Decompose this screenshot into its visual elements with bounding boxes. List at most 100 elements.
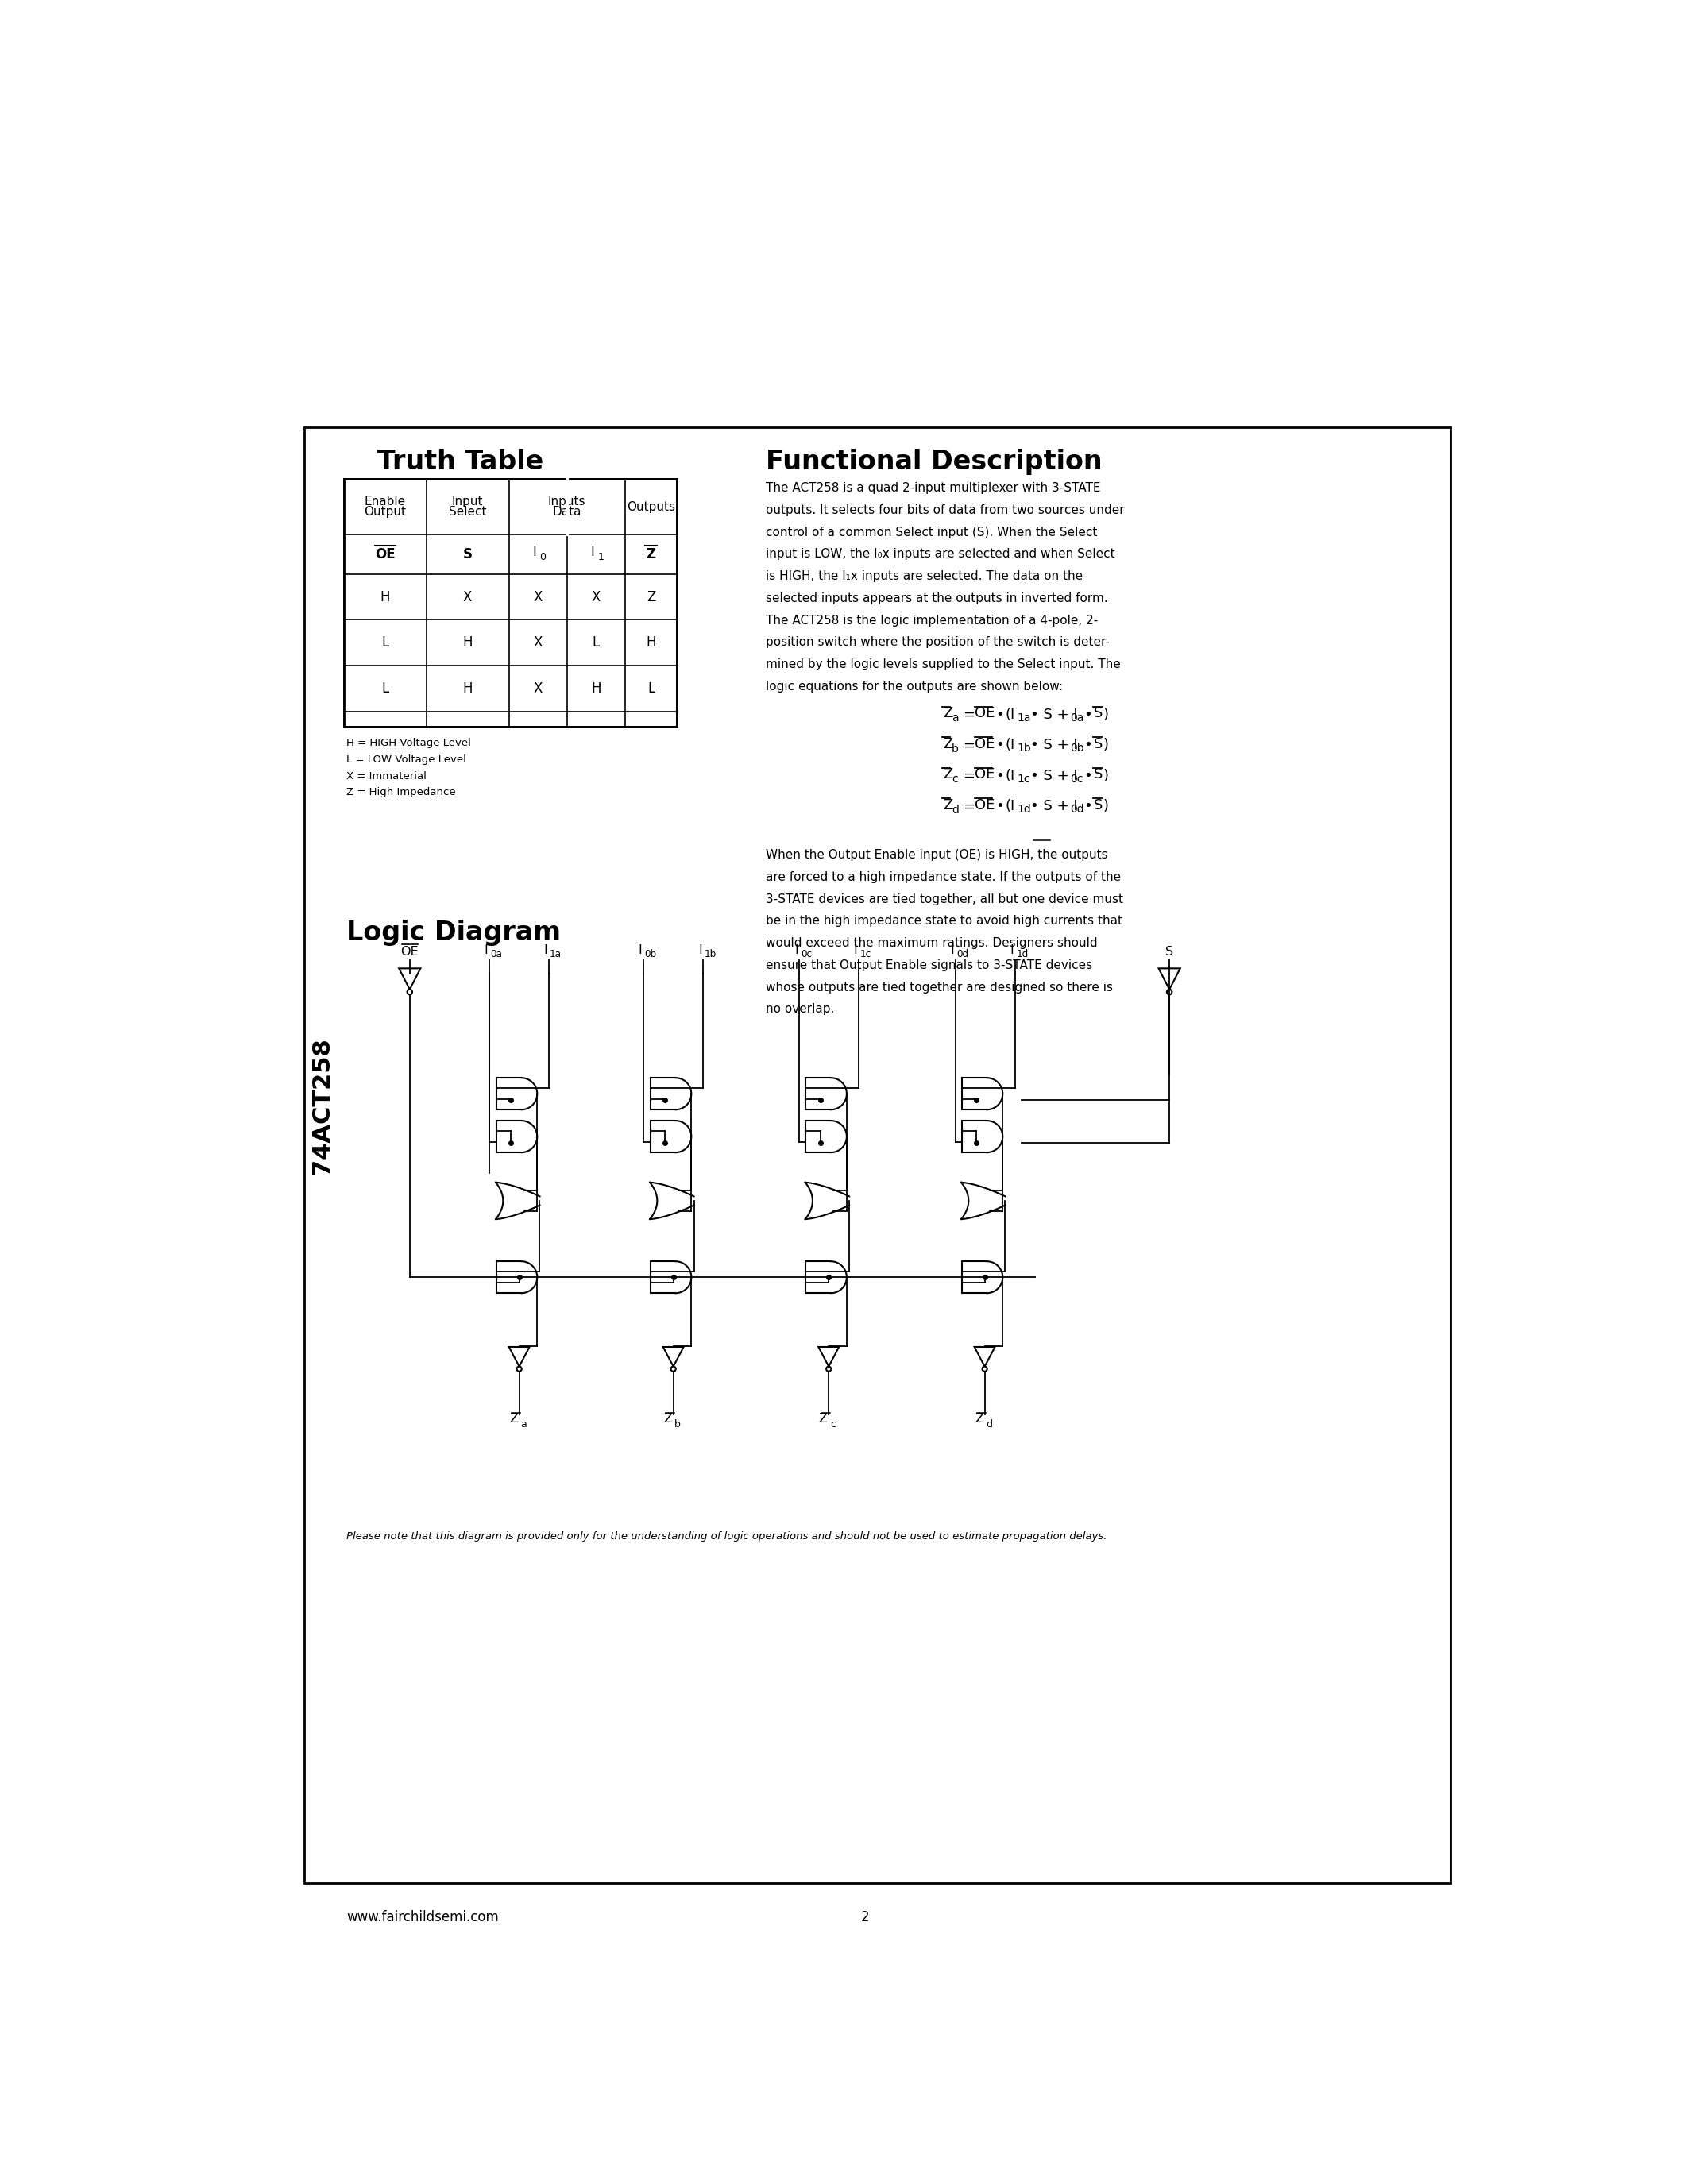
Text: logic equations for the outputs are shown below:: logic equations for the outputs are show… <box>766 681 1063 692</box>
Text: • S + I: • S + I <box>1031 799 1079 812</box>
Text: L: L <box>648 681 655 697</box>
Text: I: I <box>854 943 858 957</box>
Text: 0c: 0c <box>1070 773 1084 784</box>
Text: Logic Diagram: Logic Diagram <box>346 919 560 946</box>
Text: c: c <box>952 773 957 784</box>
Text: Z: Z <box>647 546 657 561</box>
Text: L: L <box>381 681 388 697</box>
Text: Enable: Enable <box>365 496 405 507</box>
Text: H: H <box>380 590 390 605</box>
Text: Z: Z <box>974 1413 984 1424</box>
Text: S: S <box>1094 736 1102 751</box>
Text: I: I <box>1009 943 1014 957</box>
Text: is HIGH, the I₁x inputs are selected. The data on the: is HIGH, the I₁x inputs are selected. Th… <box>766 570 1082 583</box>
Text: (I: (I <box>1004 769 1014 782</box>
Text: Z: Z <box>944 736 952 751</box>
Text: =: = <box>962 738 974 751</box>
Text: outputs. It selects four bits of data from two sources under: outputs. It selects four bits of data fr… <box>766 505 1124 515</box>
Text: 1d: 1d <box>1016 950 1028 959</box>
Text: input is LOW, the I₀x inputs are selected and when Select: input is LOW, the I₀x inputs are selecte… <box>766 548 1114 559</box>
Text: a: a <box>952 712 959 723</box>
Text: =: = <box>962 708 974 721</box>
Text: •: • <box>1084 708 1092 721</box>
Text: 1d: 1d <box>1018 804 1031 815</box>
Text: •: • <box>996 738 1004 751</box>
Text: I: I <box>638 943 641 957</box>
Text: •: • <box>1084 769 1092 782</box>
Text: 74ACT258: 74ACT258 <box>311 1037 334 1175</box>
Text: The ACT258 is a quad 2-input multiplexer with 3-STATE: The ACT258 is a quad 2-input multiplexer… <box>766 483 1101 494</box>
Text: Please note that this diagram is provided only for the understanding of logic op: Please note that this diagram is provide… <box>346 1531 1107 1542</box>
Text: OE: OE <box>976 797 994 812</box>
Text: 3-STATE devices are tied together, all but one device must: 3-STATE devices are tied together, all b… <box>766 893 1123 904</box>
Text: I: I <box>699 943 702 957</box>
Text: =: = <box>962 799 974 812</box>
Text: I: I <box>484 943 488 957</box>
Text: a: a <box>520 1420 527 1428</box>
Text: I: I <box>532 546 537 559</box>
Text: are forced to a high impedance state. If the outputs of the: are forced to a high impedance state. If… <box>766 871 1121 882</box>
Text: • S + I: • S + I <box>1031 769 1079 782</box>
Text: Select: Select <box>449 507 486 518</box>
Text: 1c: 1c <box>859 950 871 959</box>
Text: selected inputs appears at the outputs in inverted form.: selected inputs appears at the outputs i… <box>766 592 1107 605</box>
Text: would exceed the maximum ratings. Designers should: would exceed the maximum ratings. Design… <box>766 937 1097 950</box>
Text: Z: Z <box>944 797 952 812</box>
Text: Input: Input <box>452 496 483 507</box>
Text: Z: Z <box>647 590 655 605</box>
Text: •: • <box>996 799 1004 812</box>
Text: Data: Data <box>552 507 581 518</box>
Text: Z: Z <box>663 1413 672 1424</box>
Text: S: S <box>463 546 473 561</box>
Text: OE: OE <box>400 946 419 959</box>
Bar <box>304 428 1450 1883</box>
Text: OE: OE <box>976 736 994 751</box>
Text: whose outputs are tied together are designed so there is: whose outputs are tied together are desi… <box>766 981 1112 994</box>
Text: L = LOW Voltage Level: L = LOW Voltage Level <box>346 753 466 764</box>
Text: position switch where the position of the switch is deter-: position switch where the position of th… <box>766 636 1109 649</box>
Text: S: S <box>1094 705 1102 721</box>
Text: b: b <box>675 1420 680 1428</box>
Text: =: = <box>962 769 974 782</box>
Text: • S + I: • S + I <box>1031 738 1079 751</box>
Text: 0d: 0d <box>957 950 969 959</box>
Text: 2: 2 <box>861 1911 869 1924</box>
Text: H: H <box>591 681 601 697</box>
Text: (I: (I <box>1004 708 1014 721</box>
Text: The ACT258 is the logic implementation of a 4-pole, 2-: The ACT258 is the logic implementation o… <box>766 614 1097 627</box>
Text: b: b <box>952 743 959 753</box>
Text: control of a common Select input (S). When the Select: control of a common Select input (S). Wh… <box>766 526 1097 537</box>
Text: Z: Z <box>510 1413 518 1424</box>
Text: X: X <box>463 590 473 605</box>
Text: 1a: 1a <box>1018 712 1031 723</box>
Text: 1: 1 <box>598 553 604 561</box>
Text: OE: OE <box>976 767 994 782</box>
Text: mined by the logic levels supplied to the Select input. The: mined by the logic levels supplied to th… <box>766 657 1121 670</box>
Text: Outputs: Outputs <box>626 500 675 513</box>
Text: (I: (I <box>1004 738 1014 751</box>
Text: Z: Z <box>819 1413 827 1424</box>
Text: www.fairchildsemi.com: www.fairchildsemi.com <box>346 1911 500 1924</box>
Text: ensure that Output Enable signals to 3-STATE devices: ensure that Output Enable signals to 3-S… <box>766 959 1092 972</box>
Text: Z: Z <box>944 705 952 721</box>
Text: 1a: 1a <box>550 950 562 959</box>
Text: H = HIGH Voltage Level: H = HIGH Voltage Level <box>346 738 471 749</box>
Text: 0a: 0a <box>491 950 503 959</box>
Text: H: H <box>463 636 473 651</box>
Text: I: I <box>591 546 594 559</box>
Text: Truth Table: Truth Table <box>378 448 544 474</box>
Text: Functional Description: Functional Description <box>766 448 1102 474</box>
Text: 0a: 0a <box>1070 712 1084 723</box>
Text: I: I <box>795 943 798 957</box>
Text: 1b: 1b <box>1018 743 1031 753</box>
Text: L: L <box>592 636 599 651</box>
Text: •: • <box>1084 738 1092 751</box>
Text: d: d <box>986 1420 993 1428</box>
Text: Z: Z <box>944 767 952 782</box>
Text: •: • <box>996 708 1004 721</box>
Text: •: • <box>996 769 1004 782</box>
Text: •: • <box>1084 799 1092 812</box>
Text: H: H <box>647 636 657 651</box>
Text: X: X <box>533 636 542 651</box>
Text: H: H <box>463 681 473 697</box>
